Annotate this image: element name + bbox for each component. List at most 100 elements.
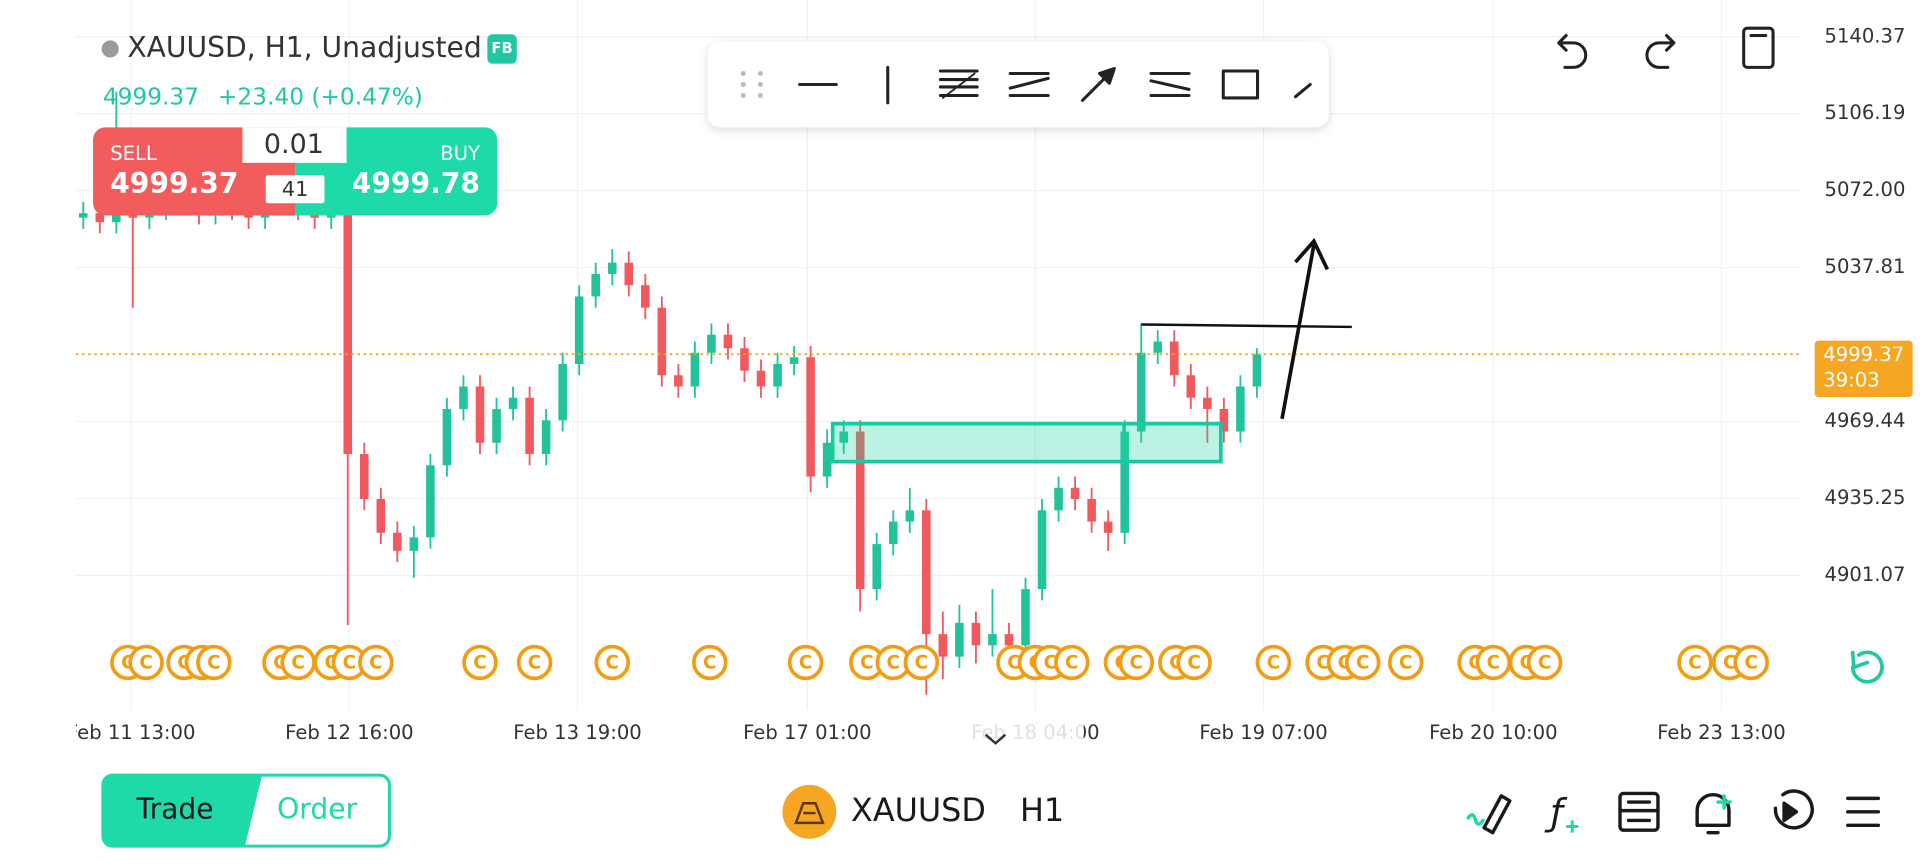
arrow-tool[interactable]: [1080, 67, 1116, 102]
event-label: C: [1065, 653, 1078, 674]
candle-body: [723, 334, 733, 349]
brush-tool[interactable]: [1293, 82, 1312, 99]
draw-tools-button[interactable]: [1466, 794, 1512, 835]
event-label: C: [887, 653, 900, 674]
candle-body: [1087, 499, 1096, 522]
candle-body: [607, 262, 617, 274]
candle-body: [508, 397, 518, 410]
event-label: C: [369, 653, 382, 674]
redo-button[interactable]: [1645, 33, 1676, 69]
candle-body: [855, 431, 865, 590]
candle-body: [1037, 510, 1047, 590]
fib-tool[interactable]: [938, 69, 979, 99]
event-label: C: [473, 653, 486, 674]
replay-button[interactable]: [1773, 789, 1814, 830]
event-label: C: [291, 653, 304, 674]
sell-label: SELL: [110, 142, 157, 165]
candle-body: [1070, 487, 1080, 500]
bottom-bar: Trade Order XAUUSD H1 ƒ: [101, 773, 1881, 848]
header-price: 4999.37: [103, 83, 199, 110]
event-marker: [196, 644, 232, 681]
event-label: C: [1538, 653, 1551, 674]
price-tag-value: 4999.37: [1823, 343, 1904, 366]
y-tick-label: 5072.00: [1824, 178, 1905, 201]
menu-button[interactable]: [1846, 796, 1881, 828]
bottom-timeframe[interactable]: H1: [1020, 791, 1064, 829]
badge: [487, 34, 517, 64]
event-marker: [1344, 644, 1381, 681]
arrow-drawing[interactable]: [1280, 244, 1316, 420]
candle-body: [690, 352, 700, 387]
indicators-button[interactable]: ƒ: [1544, 791, 1579, 834]
candle-body: [1103, 521, 1113, 533]
horizontal-line-drawing[interactable]: [1141, 323, 1352, 329]
candle-body: [806, 357, 815, 477]
alerts-button[interactable]: [1695, 792, 1732, 835]
pitchfork-tool[interactable]: [1149, 71, 1191, 98]
candle-body: [955, 622, 964, 657]
event-label: C: [860, 653, 873, 674]
y-tick-label: 5037.81: [1824, 255, 1905, 278]
buy-price: 4999.78: [352, 167, 480, 200]
candle-body: [376, 499, 386, 533]
candle-body: [641, 285, 650, 308]
event-label: C: [1356, 653, 1369, 674]
candle-body: [740, 348, 749, 371]
candle-body: [459, 386, 468, 410]
candle-body: [409, 537, 419, 551]
reset-view-button[interactable]: [1850, 650, 1884, 684]
drawings: [830, 237, 1352, 464]
templates-button[interactable]: [1618, 791, 1660, 832]
event-marker: [128, 644, 164, 681]
candle-body: [1170, 341, 1179, 376]
layout-button[interactable]: [1742, 26, 1775, 69]
zone-rectangle[interactable]: [830, 421, 1223, 464]
event-label: C: [528, 653, 541, 674]
candle-body: [1021, 589, 1030, 646]
y-tick-label: 5106.19: [1824, 101, 1905, 124]
candle-body: [343, 213, 353, 455]
y-tick-label: 4935.25: [1824, 486, 1905, 509]
candle-body: [657, 307, 667, 376]
candle-body: [839, 431, 848, 443]
order-tab[interactable]: Order: [277, 793, 357, 826]
undo-button[interactable]: [1557, 33, 1588, 69]
candle-body: [591, 273, 600, 297]
event-marker: [692, 644, 728, 681]
trade-panel: 0.01 41 SELL 4999.37 BUY 4999.78: [93, 127, 498, 216]
candle-body: [574, 296, 584, 364]
trade-tab[interactable]: [102, 775, 263, 847]
event-label: C: [343, 653, 356, 674]
candle-body: [1153, 341, 1163, 353]
event-marker: [462, 644, 498, 681]
candle-body: [78, 213, 88, 218]
price-axis: 5140.37 5106.19 5072.00 5037.81 4969.44 4935.…: [1824, 24, 1905, 586]
rectangle-tool[interactable]: [1221, 69, 1260, 100]
candle-body: [988, 634, 997, 646]
spread: 41: [282, 177, 308, 201]
candle-body: [674, 375, 683, 387]
svg-text:ƒ: ƒ: [1544, 791, 1568, 834]
candle-body: [492, 409, 501, 443]
event-marker: [1733, 644, 1769, 681]
candle-body: [1186, 375, 1196, 398]
bottom-symbol[interactable]: XAUUSD: [851, 791, 986, 829]
x-tick-label: Feb 11 13:00: [67, 721, 195, 744]
candle-body: [1054, 487, 1063, 511]
candle-body: [789, 357, 799, 364]
event-label: C: [207, 653, 220, 674]
candle-body: [1203, 397, 1212, 410]
candle-body: [95, 213, 105, 223]
channel-tool[interactable]: [1008, 71, 1050, 98]
candle-body: [426, 465, 435, 538]
y-tick-label: 5140.37: [1824, 24, 1905, 47]
candle-body: [1236, 386, 1245, 432]
volume-box[interactable]: [242, 127, 347, 163]
candle-body: [558, 363, 567, 421]
axis-tab[interactable]: [909, 720, 1084, 757]
drag-handle[interactable]: [740, 71, 763, 98]
event-label: C: [1399, 653, 1412, 674]
event-label: C: [799, 653, 812, 674]
candle-body: [442, 409, 452, 466]
